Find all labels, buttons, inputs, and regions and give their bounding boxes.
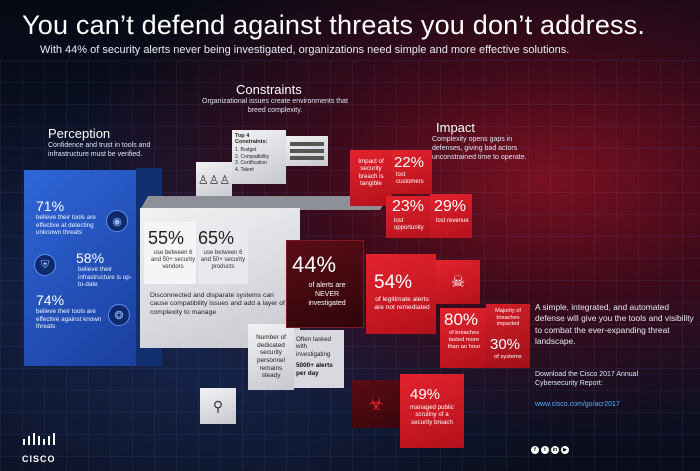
lost-customers-value: 22%	[394, 154, 425, 171]
cisco-bars-icon	[23, 433, 55, 445]
biohazard-icon: ☣	[352, 380, 400, 428]
vendors-value: 55%	[148, 228, 185, 248]
lost-revenue-text: lost revenue	[436, 218, 469, 224]
youtube-icon[interactable]: ▶	[561, 446, 569, 454]
products-card	[198, 222, 248, 284]
perception-stat-value: 74%	[36, 292, 65, 308]
vendors-text: use between 6 and 50+ security vendors	[150, 250, 196, 271]
top4-item: 4. Talent	[235, 166, 254, 173]
perception-desc: Confidence and trust in tools and infras…	[48, 142, 151, 158]
lost-opportunity-text: lost opportunity	[394, 218, 424, 231]
systems-cube	[486, 304, 530, 368]
top4-heading: Top 4 Constraints:	[235, 133, 268, 145]
never-investigated-text: of alerts are NEVER investigated	[308, 282, 346, 307]
linkedin-icon[interactable]: in	[551, 446, 559, 454]
impact-desc: Complexity opens gaps in defenses, givin…	[432, 136, 527, 161]
lost-revenue-value: 29%	[434, 198, 467, 215]
cisco-logo: CISCO	[22, 433, 62, 464]
legit-alerts-text: of legitimate alerts are not remediated	[374, 296, 430, 312]
page-title: You can’t defend against threats you don…	[22, 10, 646, 40]
cta-text: A simple, integrated, and automated defe…	[535, 302, 694, 347]
products-text: use between 6 and 50+ security products	[200, 250, 246, 271]
never-investigated-cube	[286, 240, 364, 328]
search-icon: ⚲	[200, 388, 236, 424]
download-text: Download the Cisco 2017 Annual Cybersecu…	[535, 371, 639, 388]
lost-revenue-cube	[430, 194, 472, 238]
legit-alerts-cube	[366, 254, 436, 334]
personnel-text: Number of dedicated security personnel r…	[256, 334, 286, 380]
top4-cube: Top 4 Constraints: 1. Budget 2. Compatib…	[232, 130, 286, 184]
constraints-desc: Organizational issues create environment…	[202, 98, 348, 114]
never-investigated-value: 44%	[292, 252, 337, 277]
lost-opportunity-cube	[386, 196, 430, 238]
personnel-cube	[248, 324, 294, 390]
facebook-icon[interactable]: f	[531, 446, 539, 454]
perception-title: Perception	[48, 126, 111, 141]
perception-stat-text: believe their tools are effective agains…	[36, 308, 102, 331]
top4-item: 3. Certification	[235, 160, 267, 166]
breach-hour-cube	[440, 308, 486, 368]
systems-value: 30%	[490, 336, 521, 353]
perception-stat-value: 71%	[36, 198, 65, 214]
majority-text: Majority of breaches impacted	[495, 308, 521, 328]
lost-opportunity-value: 23%	[392, 198, 425, 215]
public-scrutiny-value: 49%	[410, 386, 441, 403]
public-scrutiny-text: managed public scrutiny of a security br…	[410, 404, 454, 426]
perception-stat-value: 58%	[76, 250, 105, 266]
page-subtitle: With 44% of security alerts never being …	[40, 44, 570, 56]
often-tasked-cube	[294, 330, 344, 388]
brain-icon: ◉	[106, 210, 128, 232]
bug-icon: ❂	[108, 304, 130, 326]
breach-hour-value: 80%	[444, 310, 479, 329]
top4-item: 1. Budget	[235, 147, 257, 153]
top4-item: 2. Compatibility	[235, 153, 270, 160]
server-icon	[286, 136, 328, 166]
tangible-text: Impact of security breach is tangible	[358, 158, 384, 188]
twitter-icon[interactable]: t	[541, 446, 549, 454]
lost-customers-cube	[392, 150, 432, 194]
alerts-per-day: 5000+ alerts per day	[296, 362, 333, 377]
systems-text: of systems	[494, 354, 522, 360]
impact-title: Impact	[436, 120, 476, 135]
shield-icon: ⛨	[34, 254, 56, 276]
perception-stat-text: believe their tools are effective at det…	[36, 214, 96, 237]
vendors-card	[144, 222, 196, 284]
hacker-icon: ☠	[436, 260, 480, 304]
often-tasked-text: Often tasked with investigating	[296, 336, 332, 358]
tangible-cube	[350, 150, 392, 206]
report-link[interactable]: www.cisco.com/go/acr2017	[535, 401, 620, 408]
breach-hour-text: of breaches lasted more than an hour	[447, 330, 481, 350]
disconnected-text: Disconnected and disparate systems can c…	[150, 292, 285, 316]
social-links: f t in ▶	[531, 446, 569, 454]
constraints-title: Constraints	[236, 82, 302, 97]
cisco-wordmark: CISCO	[22, 454, 56, 464]
lost-customers-text: lost customers	[396, 172, 424, 185]
public-scrutiny-cube	[400, 374, 464, 448]
products-value: 65%	[198, 228, 235, 248]
people-icon: ♙♙♙	[196, 162, 232, 198]
legit-alerts-value: 54%	[374, 272, 413, 293]
perception-stat-text: believe their infrastructure is up-to-da…	[78, 266, 132, 289]
